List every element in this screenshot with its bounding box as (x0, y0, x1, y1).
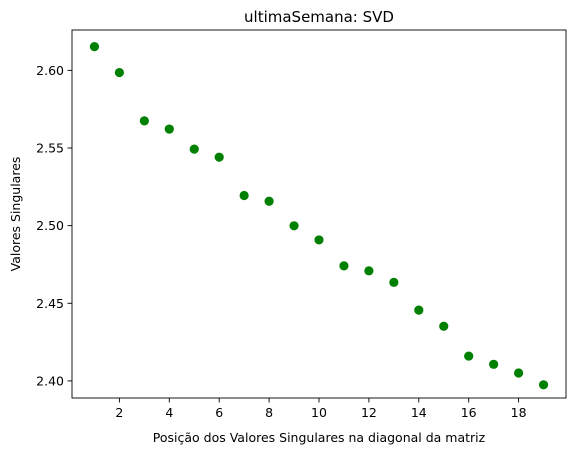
plot-area-border (71, 29, 567, 399)
x-tick-label: 8 (265, 405, 273, 420)
chart-title: ultimaSemana: SVD (244, 8, 394, 26)
y-tick-label: 2.45 (36, 296, 64, 311)
x-tick-label: 10 (311, 405, 327, 420)
axes-frame (71, 29, 567, 399)
x-tick-label: 14 (411, 405, 427, 420)
x-tick-label: 6 (215, 405, 223, 420)
y-tick-label: 2.55 (36, 141, 64, 156)
y-tick-label: 2.50 (36, 218, 64, 233)
data-points (89, 42, 549, 390)
x-axis-label: Posição dos Valores Singulares na diagon… (153, 430, 486, 445)
data-point (239, 190, 249, 201)
y-tick-label: 2.60 (36, 63, 64, 78)
y-axis-ticks: 2.40 2.45 2.50 2.55 2.60 (36, 63, 72, 388)
data-point (439, 321, 449, 331)
x-tick-label: 2 (115, 405, 123, 420)
data-point (514, 368, 524, 378)
data-point (414, 305, 424, 315)
y-tick-label: 2.40 (36, 373, 64, 388)
data-point (164, 124, 174, 134)
data-point (464, 351, 474, 361)
x-tick-label: 18 (511, 405, 527, 420)
data-point (264, 196, 274, 206)
data-point (538, 380, 549, 390)
y-axis-label: Valores Singulares (8, 157, 23, 272)
data-point (314, 235, 324, 245)
x-tick-label: 12 (361, 405, 377, 420)
data-point (89, 42, 100, 52)
x-axis-ticks: 2 4 6 8 10 12 14 16 18 (115, 398, 527, 420)
data-point (289, 221, 299, 231)
x-tick-label: 16 (461, 405, 477, 420)
x-tick-label: 4 (165, 405, 173, 420)
data-point (214, 152, 224, 162)
data-point (339, 261, 349, 271)
data-point (139, 116, 149, 126)
data-point (114, 67, 124, 78)
data-point (189, 144, 199, 154)
data-point (389, 277, 399, 287)
data-point (489, 359, 499, 369)
data-point (364, 266, 374, 276)
